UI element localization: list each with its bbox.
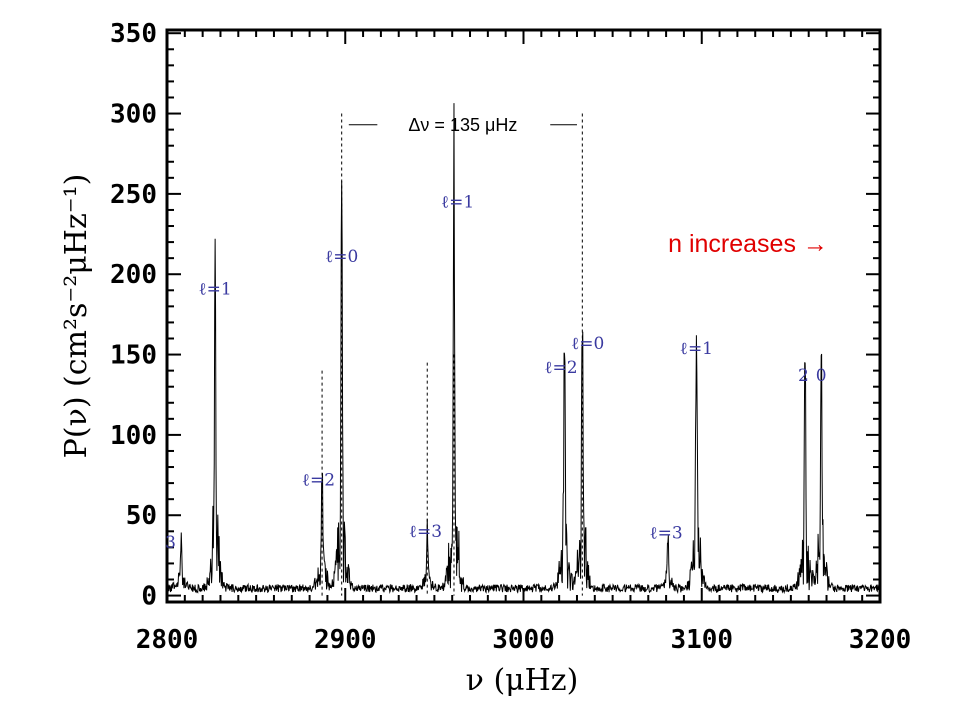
n-increases-note: n increases → (668, 230, 828, 258)
y-axis-title: P(ν) (cm²s⁻²μHz⁻¹) (59, 174, 94, 459)
y-tick-label: 200 (110, 260, 157, 290)
mode-label: ℓ=1 (441, 193, 474, 213)
mode-label: ℓ=0 (571, 334, 604, 354)
mode-label: ℓ=1 (199, 279, 232, 299)
y-tick-label: 350 (110, 19, 157, 49)
y-tick-label: 50 (126, 501, 157, 531)
mode-label: ℓ=3 (649, 524, 682, 544)
y-tick-label: 150 (110, 341, 157, 371)
x-axis-title: ν (μHz) (466, 663, 579, 698)
mode-label: 3 (165, 533, 176, 553)
mode-label: ℓ=3 (409, 522, 442, 542)
y-tick-label: 100 (110, 421, 157, 451)
x-tick-label: 3200 (849, 625, 912, 655)
x-tick-label: 2800 (136, 625, 199, 655)
mode-label: ℓ=2 (544, 358, 577, 378)
x-tick-label: 2900 (314, 625, 377, 655)
spacing-label: Δν = 135 μHz (408, 115, 517, 135)
mode-label: ℓ=2 (302, 471, 335, 491)
y-tick-label: 300 (110, 100, 157, 130)
mode-label: ℓ=0 (325, 247, 358, 267)
spectrum-line (166, 103, 881, 595)
y-tick-label: 250 (110, 180, 157, 210)
mode-label: ℓ=1 (680, 339, 713, 359)
y-tick-label: 0 (141, 582, 157, 612)
mode-label: 0 (816, 366, 827, 386)
plot-frame (165, 28, 882, 604)
mode-label: 2 (798, 366, 809, 386)
x-tick-label: 3100 (670, 625, 733, 655)
x-tick-label: 3000 (492, 625, 555, 655)
plot-area: 2800 2900 3000 3100 3200 0 50 100 150 200 250 300 35… (110, 19, 911, 655)
